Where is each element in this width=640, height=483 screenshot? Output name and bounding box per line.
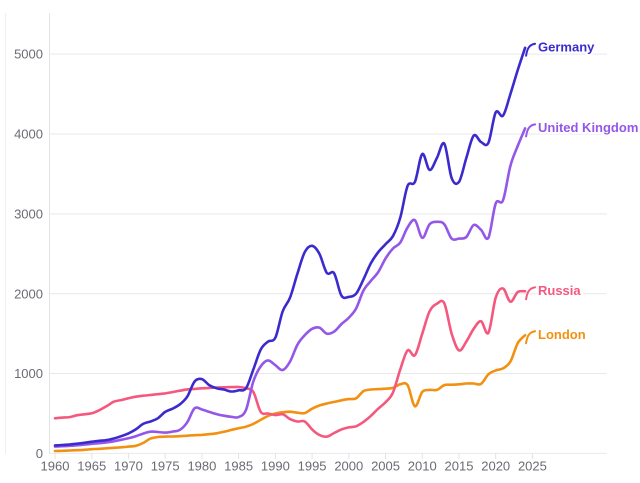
y-axis-tick-label: 4000 [14, 127, 43, 142]
y-axis-tick-label: 0 [36, 446, 43, 461]
label-leader-germany [525, 42, 537, 57]
x-axis-tick-label: 2005 [371, 459, 400, 474]
x-axis-tick-label: 1965 [77, 459, 106, 474]
y-axis-tick-label: 2000 [14, 286, 43, 301]
y-axis-tick-label: 3000 [14, 206, 43, 221]
series-label-united-kingdom[interactable]: United Kingdom [536, 118, 640, 137]
x-axis-tick-label: 1990 [261, 459, 290, 474]
x-axis-tick-label: 2000 [334, 459, 363, 474]
label-leader-russia [525, 286, 537, 301]
x-axis-tick-label: 1995 [298, 459, 327, 474]
series-label-germany[interactable]: Germany [536, 37, 597, 56]
x-axis-tick-label: 1960 [41, 459, 70, 474]
series-label-russia[interactable]: Russia [536, 281, 583, 300]
y-axis-tick-label: 1000 [14, 366, 43, 381]
series-line-germany[interactable] [53, 46, 527, 447]
x-axis-tick-label: 2010 [408, 459, 437, 474]
series-label-london[interactable]: London [536, 325, 588, 344]
x-axis-tick-label: 1975 [151, 459, 180, 474]
y-axis-tick-label: 5000 [14, 47, 43, 62]
x-axis-tick-label: 2020 [481, 459, 510, 474]
x-axis-tick-label: 1970 [114, 459, 143, 474]
x-axis-tick-label: 1980 [187, 459, 216, 474]
series-line-united-kingdom[interactable] [53, 127, 527, 448]
x-axis-tick-label: 1985 [224, 459, 253, 474]
series-line-london[interactable] [53, 333, 527, 453]
x-axis-tick-label: 2015 [445, 459, 474, 474]
x-axis-tick-label: 2025 [518, 459, 547, 474]
label-leader-united-kingdom [525, 123, 537, 138]
series-line-russia[interactable] [53, 287, 527, 438]
label-leader-london [525, 330, 537, 345]
